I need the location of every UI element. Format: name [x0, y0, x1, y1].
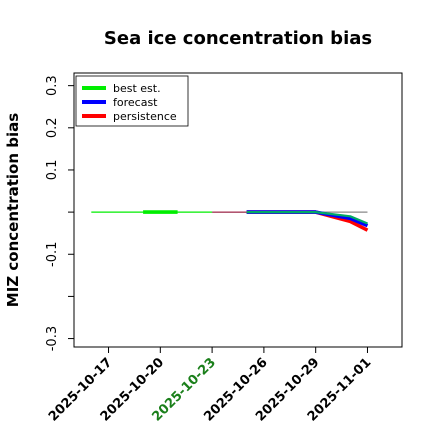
series-line-persistence [246, 210, 369, 232]
legend-label: persistence [113, 110, 177, 123]
x-ticks: 2025-10-172025-10-202025-10-232025-10-26… [46, 347, 374, 425]
legend-label: forecast [113, 96, 158, 109]
series-line-forecast [246, 210, 369, 228]
y-axis-label: MIZ concentration bias [4, 113, 22, 307]
legend-label: best est. [113, 82, 161, 95]
y-tick-label: -0.3 [45, 326, 60, 351]
y-ticks: 0.3 0.2 0.1 -0.1 -0.3 [45, 75, 74, 351]
y-tick-label: 0.1 [45, 160, 60, 181]
plot-frame [73, 72, 403, 348]
chart-title: Sea ice concentration bias [104, 28, 372, 49]
y-tick-label: 0.3 [45, 75, 60, 96]
y-tick-label: -0.1 [45, 242, 60, 267]
y-tick-label: 0.2 [45, 117, 60, 138]
series-line-best-est [246, 211, 368, 225]
plot-lines [91, 210, 369, 232]
